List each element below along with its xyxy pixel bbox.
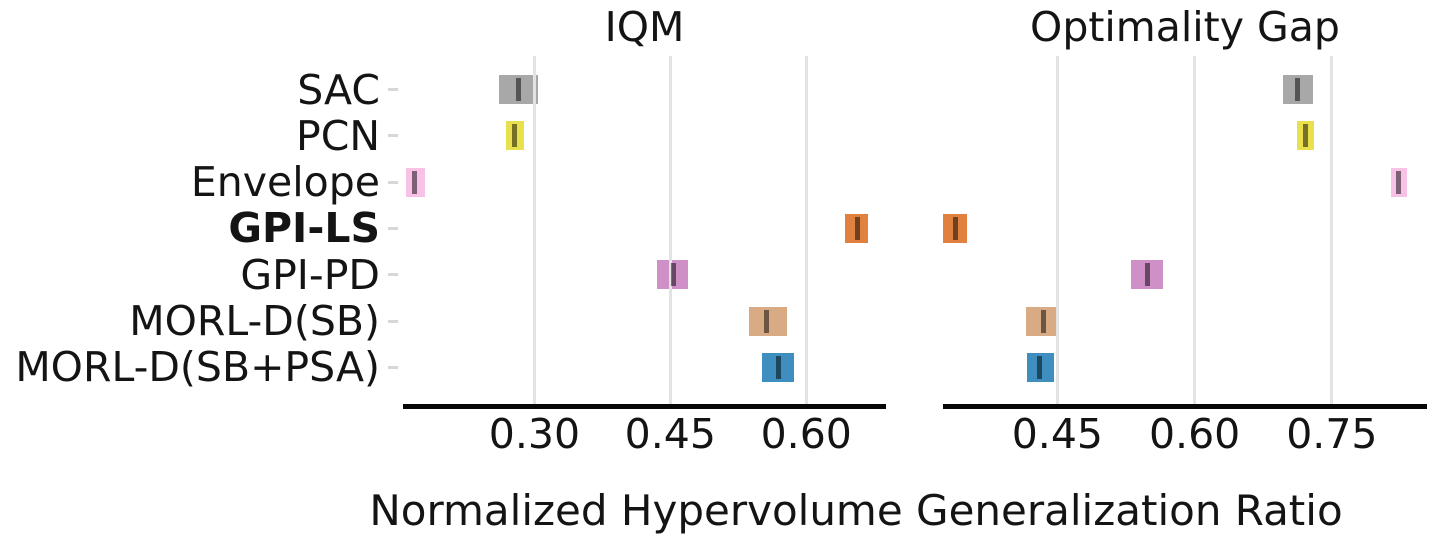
point-estimate-line-morl-d(sb+psa)-panel0 <box>775 355 781 379</box>
x-tick-label: 0.75 <box>1286 410 1378 458</box>
x-tick-label: 0.45 <box>624 410 716 458</box>
point-estimate-line-envelope-panel0 <box>412 170 418 194</box>
y-tick-mark <box>388 180 398 184</box>
point-estimate-line-morl-d(sb)-panel0 <box>763 309 769 333</box>
y-label-sac: SAC <box>297 65 380 114</box>
y-tick-mark <box>388 134 398 138</box>
gridline <box>804 56 808 404</box>
x-axis-spine <box>943 404 1427 409</box>
point-estimate-line-sac-panel0 <box>516 78 522 101</box>
y-label-envelope: Envelope <box>190 158 380 207</box>
point-estimate-line-sac-panel1 <box>1295 78 1301 101</box>
point-estimate-line-envelope-panel1 <box>1396 170 1402 194</box>
point-estimate-line-gpi-pd-panel1 <box>1145 263 1151 287</box>
gridline <box>532 56 536 404</box>
x-tick-label: 0.60 <box>760 410 852 458</box>
point-estimate-line-morl-d(sb)-panel1 <box>1041 309 1047 333</box>
y-label-morl-d(sb): MORL-D(SB) <box>129 297 380 345</box>
y-label-gpi-pd: GPI-PD <box>240 250 380 299</box>
x-tick-label: 0.30 <box>488 410 581 458</box>
y-tick-mark <box>388 226 398 230</box>
gridline <box>1330 56 1334 404</box>
point-estimate-line-pcn-panel1 <box>1302 124 1308 148</box>
y-tick-mark <box>388 88 398 91</box>
point-estimate-line-morl-d(sb+psa)-panel1 <box>1037 355 1043 379</box>
panel-title-optimality-gap: Optimality Gap <box>1030 3 1340 51</box>
gridline <box>1055 56 1059 404</box>
x-axis-label: Normalized Hypervolume Generalization Ra… <box>369 486 1343 535</box>
gridline <box>668 56 672 404</box>
point-estimate-line-gpi-ls-panel1 <box>953 216 959 240</box>
y-label-morl-d(sb+psa): MORL-D(SB+PSA) <box>15 343 380 392</box>
y-tick-mark <box>388 319 398 323</box>
y-tick-mark <box>388 273 398 277</box>
point-estimate-line-gpi-ls-panel0 <box>854 216 860 240</box>
point-estimate-line-gpi-pd-panel0 <box>671 263 677 287</box>
gridline <box>1193 56 1197 404</box>
y-label-gpi-ls: GPI-LS <box>228 204 380 253</box>
x-tick-label: 0.45 <box>1011 410 1104 458</box>
y-tick-mark <box>388 365 398 369</box>
y-label-pcn: PCN <box>295 111 380 160</box>
panel-title-iqm: IQM <box>604 3 685 51</box>
x-tick-label: 0.60 <box>1148 410 1241 458</box>
point-estimate-line-pcn-panel0 <box>511 124 517 148</box>
x-axis-spine <box>403 404 886 409</box>
